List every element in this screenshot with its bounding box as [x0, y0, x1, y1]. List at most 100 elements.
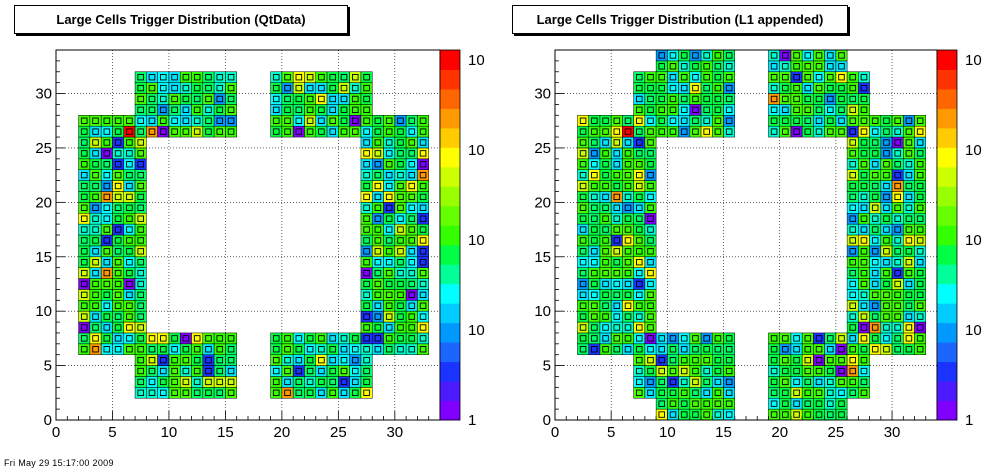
heatmap-cell: [801, 93, 814, 105]
heatmap-cell-box: [782, 63, 789, 70]
heatmap-cell-box: [137, 150, 144, 157]
heatmap-cell-box: [714, 128, 722, 135]
heatmap-cell: [700, 408, 713, 421]
heatmap-cell: [146, 354, 158, 366]
heatmap-cell-box: [591, 215, 598, 222]
heatmap-cell-box: [602, 193, 609, 201]
heatmap-cell-box: [591, 128, 598, 135]
heatmap-cell: [835, 60, 848, 73]
heatmap-cell-box: [602, 313, 609, 320]
heatmap-cell-box: [815, 74, 823, 81]
heatmap-cell-box: [714, 378, 722, 386]
heatmap-cell: [599, 289, 612, 301]
heatmap-cell-box: [137, 291, 144, 299]
heatmap-cell-box: [374, 291, 382, 299]
heatmap-cell: [360, 289, 373, 301]
heatmap-cell: [338, 376, 350, 388]
heatmap-cell: [678, 354, 691, 366]
heatmap-cell: [78, 115, 91, 127]
heatmap-cell: [89, 136, 102, 149]
heatmap-cell: [712, 365, 724, 377]
heatmap-cell: [315, 387, 328, 399]
heatmap-cell: [89, 289, 102, 301]
heatmap-cell-box: [636, 367, 643, 375]
colorbar-step: [937, 166, 957, 187]
heatmap-cell: [326, 365, 339, 377]
heatmap-cell-box: [636, 356, 643, 364]
heatmap-cell-box: [894, 346, 901, 353]
heatmap-cell-box: [340, 346, 348, 353]
heatmap-cell: [383, 245, 396, 258]
heatmap-cell-box: [782, 378, 789, 386]
heatmap-cell-box: [137, 128, 144, 135]
heatmap-cell-box: [182, 117, 190, 124]
heatmap-cell: [371, 223, 384, 236]
heatmap-cell-box: [827, 95, 834, 103]
heatmap-cell: [371, 191, 384, 203]
heatmap-cell: [225, 354, 237, 366]
heatmap-cell-box: [849, 291, 856, 299]
heatmap-cell: [100, 223, 113, 236]
heatmap-cell: [371, 332, 384, 345]
heatmap-cell: [134, 289, 147, 301]
heatmap-cell-box: [871, 215, 879, 222]
heatmap-cell: [858, 147, 870, 160]
heatmap-cell: [835, 343, 848, 355]
heatmap-cell-box: [849, 139, 856, 146]
heatmap-cell-box: [579, 248, 587, 255]
heatmap-cell: [112, 202, 125, 214]
heatmap-cell: [100, 180, 113, 192]
heatmap-cell: [768, 71, 780, 83]
heatmap-cell-box: [352, 84, 359, 92]
heatmap-cell: [134, 234, 147, 247]
heatmap-cell-box: [838, 356, 845, 364]
heatmap-cell: [644, 354, 657, 366]
heatmap-cell-box: [770, 106, 778, 114]
heatmap-cell-box: [363, 95, 370, 103]
heatmap-cell-box: [602, 150, 609, 157]
heatmap-cell: [394, 191, 407, 203]
heatmap-cell-box: [385, 226, 393, 233]
heatmap-cell-box: [658, 128, 665, 135]
heatmap-cell: [891, 115, 904, 127]
heatmap-cell-box: [827, 346, 834, 353]
heatmap-cell: [360, 300, 373, 312]
heatmap-cell-box: [114, 259, 122, 266]
heatmap-cell: [326, 93, 339, 105]
heatmap-cell: [644, 158, 657, 170]
heatmap-cell-box: [624, 237, 632, 244]
heatmap-cell-box: [103, 182, 111, 190]
heatmap-cell: [779, 82, 792, 94]
heatmap-cell-box: [137, 346, 144, 353]
heatmap-cell-box: [793, 367, 800, 375]
heatmap-cell-box: [171, 128, 178, 135]
heatmap-cell: [667, 354, 679, 366]
heatmap-cell: [281, 104, 294, 116]
heatmap-cell-box: [216, 117, 224, 124]
heatmap-cell: [394, 310, 407, 323]
heatmap-cell: [89, 343, 102, 355]
heatmap-cell-box: [385, 117, 393, 124]
heatmap-cell: [644, 147, 657, 160]
heatmap-cell: [270, 365, 283, 377]
heatmap-cell: [134, 223, 147, 236]
heatmap-cell: [123, 202, 136, 214]
heatmap-cell-box: [160, 117, 167, 124]
heatmap-cell: [100, 256, 113, 268]
heatmap-cell-box: [624, 226, 632, 233]
heatmap-cell: [768, 343, 780, 355]
heatmap-cell: [914, 180, 927, 192]
heatmap-cell: [813, 93, 825, 105]
heatmap-cell: [599, 169, 612, 181]
heatmap-cell: [700, 397, 713, 410]
heatmap-cell-box: [352, 74, 359, 81]
heatmap-cell-box: [838, 63, 845, 70]
heatmap-cell-box: [860, 346, 868, 353]
heatmap-cell: [304, 125, 317, 138]
heatmap-cell: [610, 191, 623, 203]
heatmap-cell-box: [894, 182, 901, 190]
heatmap-cell-box: [636, 302, 643, 309]
heatmap-cell-box: [171, 74, 178, 81]
heatmap-cell-box: [92, 161, 99, 168]
heatmap-cell: [790, 93, 803, 105]
